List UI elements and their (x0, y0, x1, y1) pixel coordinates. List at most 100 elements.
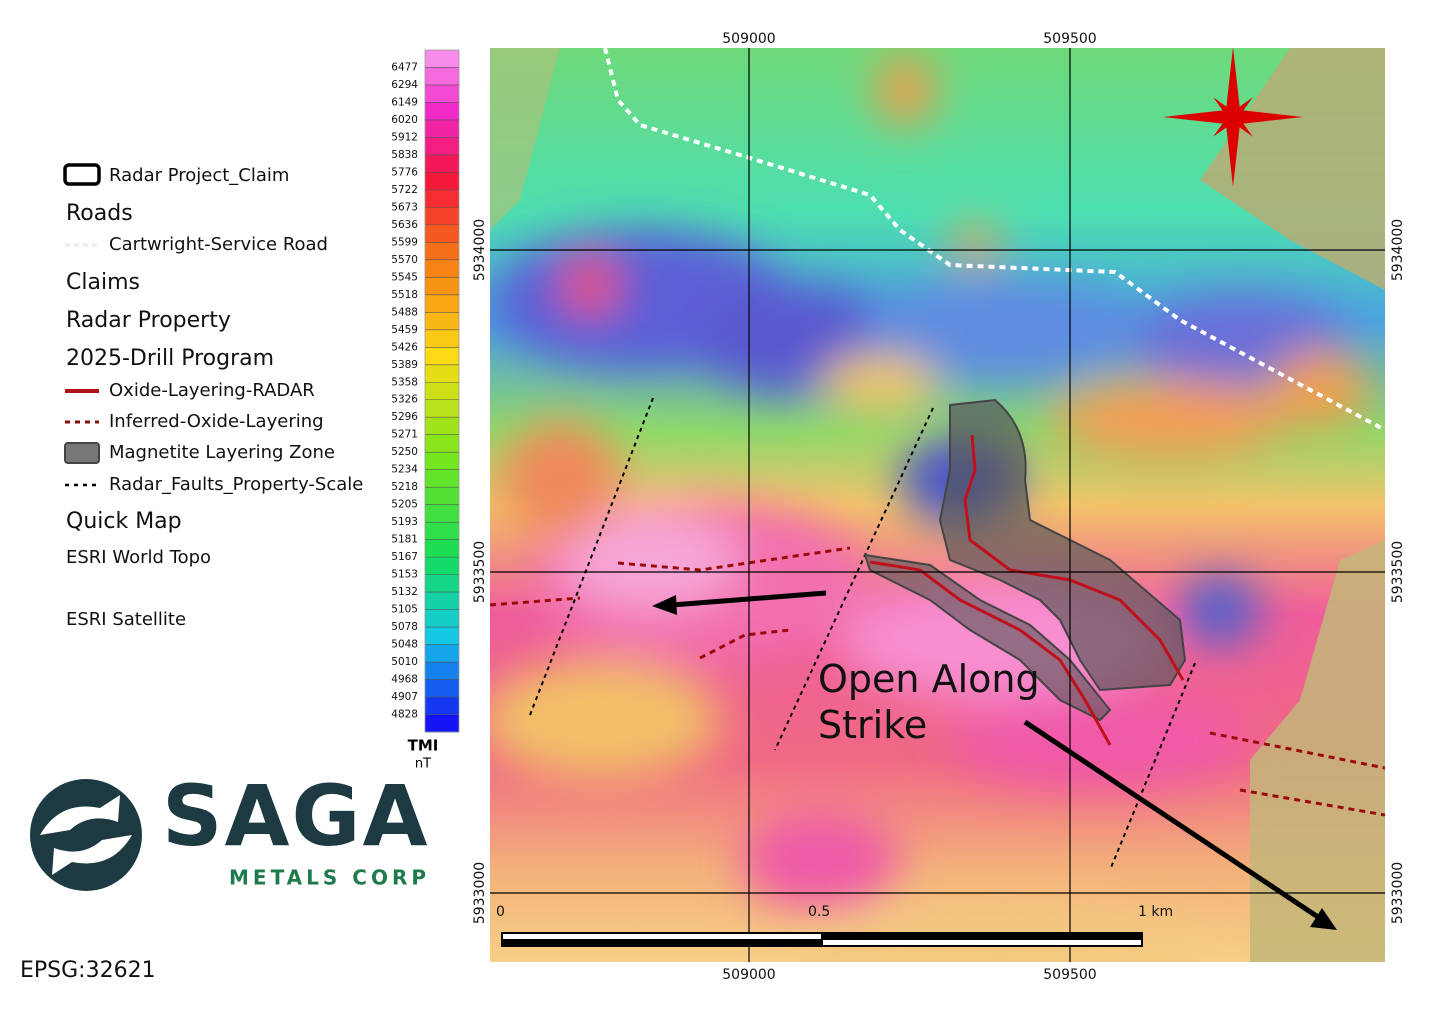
legend-item: ESRI World Topo (66, 547, 211, 568)
legend-item: Oxide-Layering-RADAR (109, 380, 315, 401)
magnetite-zone (938, 398, 1187, 692)
colorbar-cell (425, 50, 459, 68)
colorbar-label: 5459 (391, 324, 418, 336)
colorbar-cell (425, 679, 459, 698)
colorbar-label: 5518 (391, 289, 418, 301)
colorbar-cell (425, 399, 459, 418)
colorbar-cell (425, 557, 459, 576)
colorbar-cell (425, 592, 459, 611)
colorbar-label: 5838 (391, 149, 418, 161)
north-arrow (1163, 48, 1303, 187)
colorbar-label: 5010 (391, 656, 418, 668)
colorbar-cell (425, 154, 459, 173)
colorbar-cell (425, 487, 459, 506)
easting-label: 509500 (1043, 967, 1096, 983)
colorbar-label: 5048 (391, 639, 418, 651)
colorbar-label: 5636 (391, 219, 418, 231)
inferred-oxide (490, 546, 1385, 817)
colorbar-label: 5673 (391, 201, 418, 213)
scale-label: 0.5 (808, 904, 830, 920)
colorbar-label: 5167 (391, 551, 418, 563)
colorbar-cell (425, 84, 459, 103)
tmi-map: Open Along Strike (490, 48, 1385, 962)
legend-item: Inferred-Oxide-Layering (109, 411, 324, 432)
legend-group: Quick Map (66, 509, 182, 534)
colorbar-label: 5358 (391, 376, 418, 388)
colorbar-cell (425, 172, 459, 191)
scale-label: 1 km (1138, 904, 1173, 920)
colorbar-cell (425, 382, 459, 401)
colorbar-cell (425, 539, 459, 558)
legend-swatch (63, 163, 101, 186)
legend-item: ESRI Satellite (66, 609, 186, 630)
colorbar-label: 4968 (391, 674, 418, 686)
colorbar-label: 4907 (391, 691, 418, 703)
colorbar-label: 6149 (391, 96, 418, 108)
northing-label: 5933000 (472, 862, 488, 924)
colorbar-cell (425, 189, 459, 208)
colorbar-label: 6020 (391, 114, 418, 126)
northing-label: 5934000 (472, 219, 488, 281)
legend-item: Radar Project_Claim (109, 165, 289, 186)
legend-swatch (64, 442, 100, 464)
colorbar-title: TMI (408, 737, 439, 755)
logo: SAGA METALS CORP (30, 767, 430, 891)
colorbar-cell (425, 452, 459, 471)
colorbar-label: 5776 (391, 166, 418, 178)
colorbar-cell (425, 469, 459, 488)
legend-group: 2025-Drill Program (66, 346, 274, 371)
scale-bar (501, 932, 1143, 947)
colorbar-cell (425, 714, 459, 733)
colorbar-label: 5105 (391, 604, 418, 616)
easting-label: 509000 (722, 967, 775, 983)
colorbar-cell (425, 224, 459, 243)
colorbar-label: 5426 (391, 341, 418, 353)
oxide-layering (869, 434, 1185, 746)
northing-label: 5933500 (1390, 541, 1406, 603)
colorbar-label: 5488 (391, 306, 418, 318)
colorbar-cell (425, 697, 459, 716)
colorbar-label: 5570 (391, 254, 418, 266)
colorbar-cell (425, 417, 459, 436)
colorbar-cell (425, 627, 459, 646)
colorbar-label: 5271 (391, 429, 418, 441)
colorbar-label: 5218 (391, 481, 418, 493)
colorbar-label: 5250 (391, 446, 418, 458)
topo-area (490, 48, 560, 230)
topo-area (1250, 540, 1385, 962)
legend-item: Radar_Faults_Property-Scale (109, 474, 363, 495)
colorbar-cell (425, 277, 459, 296)
anomalies (490, 55, 1370, 962)
easting-label: 509500 (1043, 31, 1096, 47)
colorbar-label: 6294 (391, 79, 418, 91)
northing-label: 5934000 (1390, 219, 1406, 281)
logo-subtitle: METALS CORP (229, 866, 430, 890)
faults (529, 397, 1196, 871)
logo-name: SAGA (162, 767, 429, 865)
colorbar-label: 5326 (391, 394, 418, 406)
colorbar-cell (425, 259, 459, 278)
colorbar-label: 5193 (391, 516, 418, 528)
legend-item: Cartwright-Service Road (109, 234, 328, 255)
colorbar-label: 5153 (391, 569, 418, 581)
colorbar-label: 5545 (391, 271, 418, 283)
legend-group: Claims (66, 270, 140, 295)
colorbar-cell (425, 294, 459, 313)
colorbar-frame (424, 49, 460, 733)
legend-item: Magnetite Layering Zone (109, 442, 335, 463)
logo-icon (30, 779, 142, 891)
colorbar-label: 5181 (391, 534, 418, 546)
legend-group: Roads (66, 201, 133, 226)
crs-label: EPSG:32621 (20, 958, 156, 983)
colorbar-cell (425, 522, 459, 541)
annotation: Open Along Strike (818, 657, 1040, 747)
colorbar-label: 5389 (391, 359, 418, 371)
colorbar-cell (425, 119, 459, 138)
colorbar-label: 5132 (391, 586, 418, 598)
grid (490, 48, 1385, 962)
easting-label: 509000 (722, 31, 775, 47)
colorbar-cell (425, 137, 459, 156)
magnetite-zone (863, 553, 1112, 722)
colorbar-cell (425, 67, 459, 86)
